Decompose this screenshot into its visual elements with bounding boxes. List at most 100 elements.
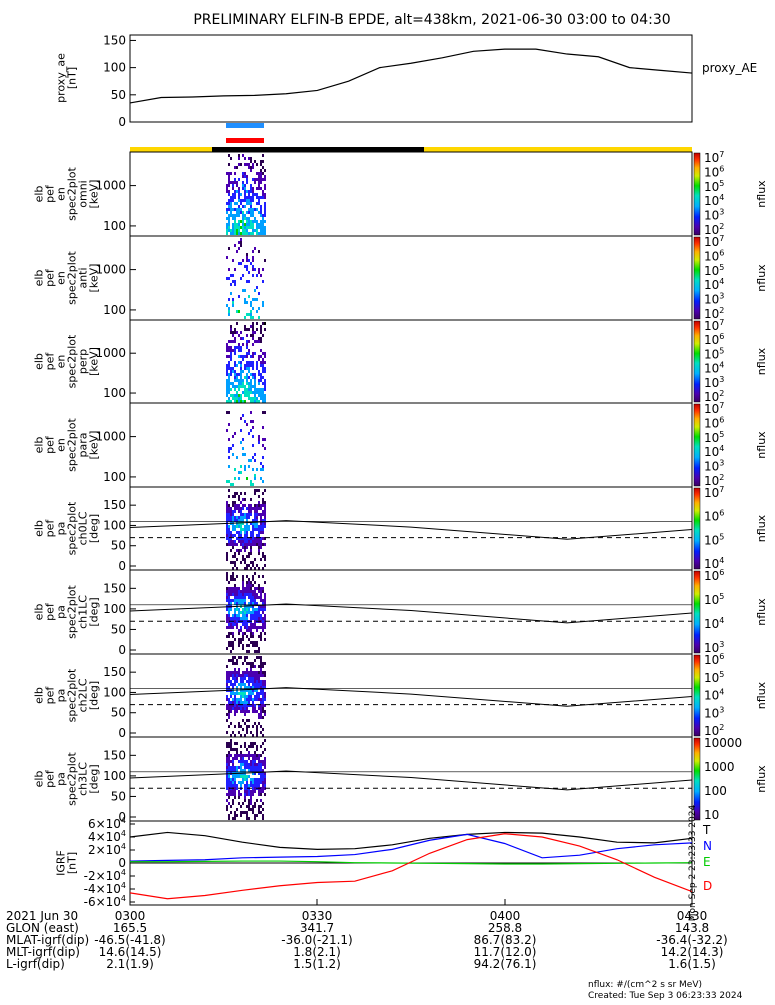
heatmap-cell	[250, 662, 252, 665]
heatmap-cell	[238, 223, 240, 226]
heatmap-cell	[252, 599, 254, 602]
heatmap-cell	[246, 522, 248, 525]
heatmap-cell	[240, 385, 242, 388]
heatmap-cell	[242, 217, 244, 220]
heatmap-cell	[228, 644, 230, 647]
heatmap-cell	[264, 602, 266, 605]
heatmap-cell	[252, 754, 254, 757]
heatmap-cell	[262, 555, 264, 558]
heatmap-cell	[242, 220, 244, 223]
heatmap-cell	[260, 745, 262, 748]
heatmap-cell	[258, 677, 260, 680]
heatmap-cell	[256, 626, 258, 629]
heatmap-cell	[234, 611, 236, 614]
heatmap-cell	[262, 214, 264, 217]
heatmap-cell	[250, 802, 252, 805]
heatmap-cell	[230, 701, 232, 704]
panel-frame	[129, 402, 693, 488]
heatmap-cell	[244, 205, 246, 208]
heatmap-cell	[232, 683, 234, 686]
heatmap-cell	[254, 522, 256, 525]
heatmap-cell	[242, 519, 244, 522]
heatmap-cell	[252, 626, 254, 629]
heatmap-cell	[250, 686, 252, 689]
heatmap-cell	[250, 540, 252, 543]
heatmap-cell	[238, 232, 240, 235]
heatmap-cell	[250, 611, 252, 614]
heatmap-cell	[244, 498, 246, 501]
heatmap-cell	[244, 769, 246, 772]
heatmap-cell	[238, 388, 240, 391]
colorbar-tick-label: 100	[704, 784, 727, 798]
colorbar-tick-label: 104	[704, 193, 724, 208]
heatmap-cell	[236, 214, 238, 217]
heatmap-cell	[226, 349, 228, 352]
heatmap-cell	[250, 388, 252, 391]
heatmap-cell	[232, 546, 234, 549]
heatmap-cell	[248, 376, 250, 379]
heatmap-cell	[246, 361, 248, 364]
colorbar	[693, 737, 701, 821]
heatmap-cell	[248, 196, 250, 199]
heatmap-cell	[264, 671, 266, 674]
heatmap-cell	[244, 543, 246, 546]
heatmap-cell	[256, 731, 258, 734]
heatmap-cell	[238, 373, 240, 376]
heatmap-cell	[238, 385, 240, 388]
heatmap-cell	[232, 674, 234, 677]
heatmap-cell	[250, 754, 252, 757]
heatmap-cell	[232, 280, 234, 283]
heatmap-cell	[246, 811, 248, 814]
heatmap-cell	[258, 671, 260, 674]
heatmap-cell	[252, 193, 254, 196]
heatmap-cell	[238, 707, 240, 710]
heatmap-cell	[234, 432, 236, 435]
heatmap-cell	[260, 531, 262, 534]
heatmap-cell	[226, 184, 228, 187]
heatmap-cell	[230, 283, 232, 286]
ylabel-line: [keV]	[88, 264, 101, 293]
heatmap-cell	[226, 695, 228, 698]
heatmap-cell	[262, 611, 264, 614]
igrf-ytick-label: 6×104	[88, 816, 126, 831]
heatmap-cell	[238, 731, 240, 734]
heatmap-cell	[248, 766, 250, 769]
heatmap-cell	[258, 793, 260, 796]
heatmap-cell	[226, 608, 228, 611]
heatmap-cell	[234, 181, 236, 184]
heatmap-cell	[234, 623, 236, 626]
heatmap-cell	[258, 172, 260, 175]
heatmap-cell	[234, 361, 236, 364]
heatmap-cell	[238, 157, 240, 160]
heatmap-cell	[250, 561, 252, 564]
heatmap-cell	[240, 596, 242, 599]
heatmap-cell	[240, 519, 242, 522]
heatmap-cell	[240, 626, 242, 629]
tick-row-value: -36.0(-21.1)	[281, 933, 352, 947]
heatmap-cell	[252, 361, 254, 364]
heatmap-cell	[248, 626, 250, 629]
colorbar-tick-label: 106	[704, 164, 724, 179]
heatmap-cell	[230, 704, 232, 707]
heatmap-cell	[226, 555, 228, 558]
heatmap-cell	[260, 543, 262, 546]
ytick-label: 50	[111, 706, 126, 720]
heatmap-cell	[260, 671, 262, 674]
heatmap-cell	[234, 754, 236, 757]
heatmap-cell	[264, 596, 266, 599]
heatmap-cell	[232, 617, 234, 620]
heatmap-cell	[246, 163, 248, 166]
heatmap-cell	[234, 734, 236, 737]
heatmap-cell	[252, 376, 254, 379]
heatmap-cell	[228, 814, 230, 817]
heatmap-cell	[244, 187, 246, 190]
heatmap-cell	[264, 382, 266, 385]
heatmap-cell	[226, 400, 228, 403]
heatmap-cell	[240, 698, 242, 701]
colorbar-tick-label: 103	[704, 208, 724, 223]
heatmap-cell	[244, 217, 246, 220]
heatmap-cell	[256, 799, 258, 802]
heatmap-cell	[228, 379, 230, 382]
heatmap-cell	[236, 229, 238, 232]
heatmap-cell	[254, 686, 256, 689]
